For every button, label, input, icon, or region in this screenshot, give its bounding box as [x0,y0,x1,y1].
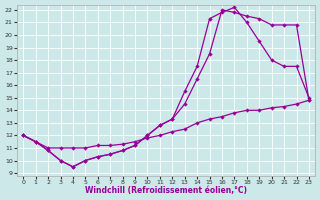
X-axis label: Windchill (Refroidissement éolien,°C): Windchill (Refroidissement éolien,°C) [85,186,247,195]
